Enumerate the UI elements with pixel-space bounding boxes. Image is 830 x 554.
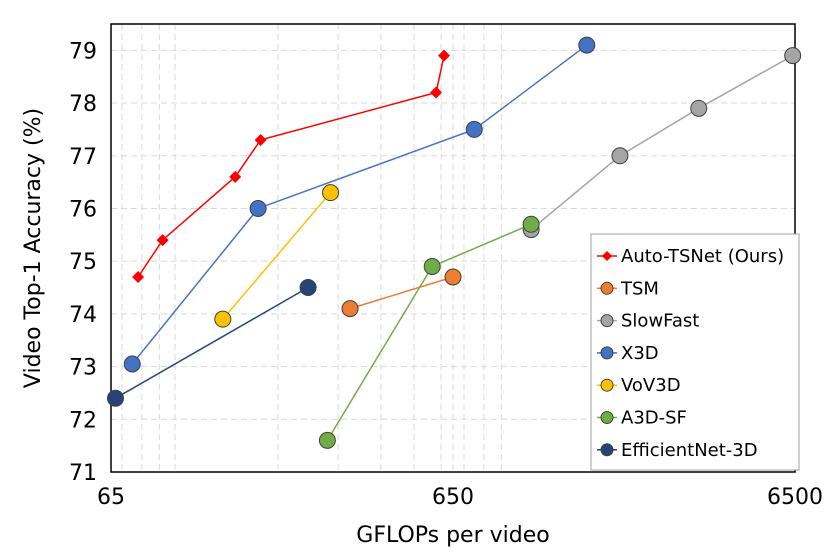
data-point xyxy=(249,199,267,217)
data-point xyxy=(600,411,614,424)
legend-item: X3D xyxy=(597,343,659,364)
series-line xyxy=(326,223,532,441)
data-point xyxy=(341,300,359,318)
legend-item: A3D-SF xyxy=(597,408,687,429)
legend-item: SlowFast xyxy=(597,311,699,332)
data-point xyxy=(229,170,242,183)
y-tick-label: 75 xyxy=(69,250,97,275)
data-point xyxy=(465,120,483,138)
data-point xyxy=(132,270,145,283)
data-point xyxy=(600,314,614,328)
data-point xyxy=(444,268,462,286)
series-line xyxy=(530,54,794,231)
series-line xyxy=(137,55,445,278)
data-point xyxy=(600,281,614,295)
legend-label: A3D-SF xyxy=(621,408,687,429)
data-point xyxy=(784,47,802,65)
grid xyxy=(111,24,795,472)
series-slowfast xyxy=(522,47,802,239)
legend: Auto-TSNet (Ours) TSM SlowFast X3D VoV3D A3D-… xyxy=(590,233,800,471)
legend-item: VoV3D xyxy=(597,375,681,396)
y-tick-label: 76 xyxy=(69,197,97,222)
legend-label: VoV3D xyxy=(621,375,681,396)
legend-item: TSM xyxy=(597,278,659,299)
x-axis-title: GFLOPs per video xyxy=(356,523,549,548)
x-tick-labels: 65 650 6500 xyxy=(97,485,823,510)
data-point xyxy=(600,346,614,360)
data-point xyxy=(123,355,141,373)
data-point xyxy=(156,234,169,247)
legend-label: EfficientNet-3D xyxy=(621,440,758,461)
data-point xyxy=(602,251,612,261)
data-point xyxy=(438,49,451,62)
legend-label: SlowFast xyxy=(621,311,699,332)
data-point xyxy=(600,443,614,457)
x-tick-label: 650 xyxy=(432,485,474,510)
y-tick-labels: 71 72 73 74 75 76 77 78 79 xyxy=(69,39,97,486)
data-point xyxy=(611,147,629,165)
series-tsm xyxy=(341,268,462,318)
series-x3d xyxy=(123,36,596,373)
y-tick-label: 74 xyxy=(69,303,97,328)
x-tick-label: 6500 xyxy=(767,485,823,510)
y-tick-label: 72 xyxy=(69,408,97,433)
y-tick-label: 78 xyxy=(69,92,97,117)
data-point xyxy=(430,86,443,99)
data-point xyxy=(578,36,596,54)
y-tick-label: 77 xyxy=(69,145,97,170)
legend-item: EfficientNet-3D xyxy=(597,440,758,461)
legend-label: TSM xyxy=(620,278,659,299)
series-a3d-sf xyxy=(318,215,540,449)
y-axis-title: Video Top-1 Accuracy (%) xyxy=(21,108,46,388)
x-tick-label: 65 xyxy=(97,485,125,510)
series-layer xyxy=(107,36,802,449)
legend-box xyxy=(590,233,800,471)
y-tick-label: 73 xyxy=(69,356,97,381)
legend-item: Auto-TSNet (Ours) xyxy=(597,246,784,267)
series-vov3d xyxy=(214,184,340,328)
series-auto-tsnet-ours xyxy=(132,49,451,283)
y-tick-label: 79 xyxy=(69,39,97,64)
data-point xyxy=(690,99,708,117)
data-point xyxy=(423,257,441,275)
y-tick-label: 71 xyxy=(69,461,97,486)
data-point xyxy=(600,378,614,392)
series-line xyxy=(349,276,454,310)
legend-label: X3D xyxy=(621,343,659,364)
data-point xyxy=(322,184,340,202)
data-point xyxy=(107,389,125,407)
data-point xyxy=(214,310,232,328)
data-point xyxy=(318,431,336,449)
series-line xyxy=(131,44,588,365)
data-point xyxy=(522,215,540,233)
series-line xyxy=(222,192,332,320)
series-line xyxy=(115,286,309,399)
data-point xyxy=(299,279,317,297)
series-efficientnet-3d xyxy=(107,279,317,407)
legend-label: Auto-TSNet (Ours) xyxy=(621,246,784,267)
data-point xyxy=(254,133,267,146)
